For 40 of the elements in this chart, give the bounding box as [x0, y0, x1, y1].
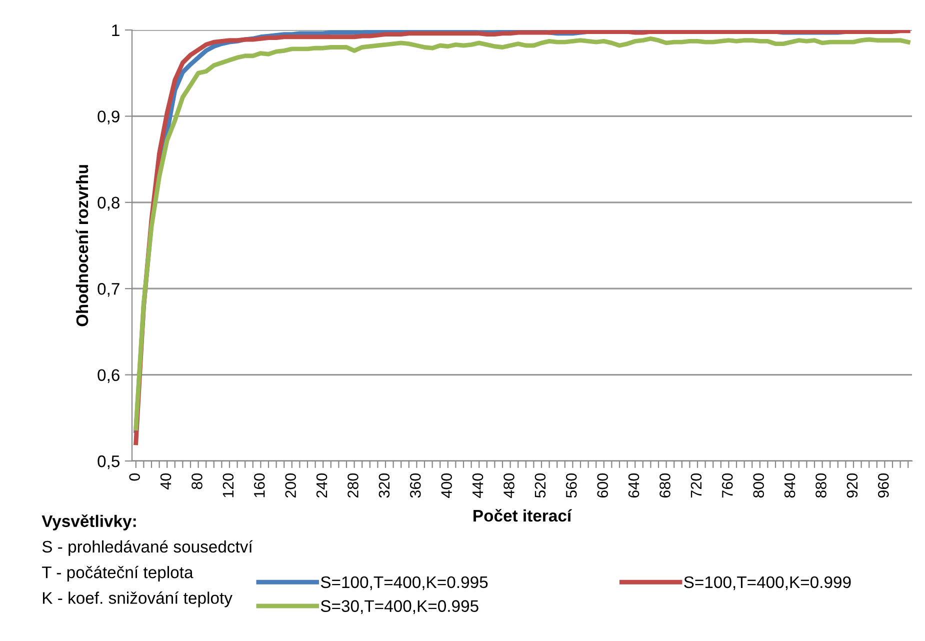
- x-tick-label: 120: [222, 473, 234, 498]
- x-tick-label: 840: [784, 473, 796, 498]
- x-tick-label: 240: [316, 473, 328, 498]
- x-tick-label: 920: [846, 473, 858, 498]
- x-tick-label: 160: [254, 473, 265, 498]
- x-tick-label: 320: [378, 473, 390, 498]
- legend-label: S=30,T=400,K=0.995: [320, 600, 478, 614]
- x-tick-label: 480: [504, 473, 514, 498]
- legend-label: S=100,T=400,K=0.999: [684, 576, 851, 590]
- x-tick-label: 200: [285, 473, 296, 498]
- x-axis-title: Počet iterací: [474, 509, 572, 522]
- x-tick-label: 80: [192, 473, 202, 490]
- y-tick-label: 0,7: [98, 283, 120, 297]
- y-tick-label: 0,5: [98, 455, 120, 470]
- x-tick-label: 680: [660, 473, 670, 498]
- text: Vysvětlivky:: [42, 514, 136, 530]
- x-tick-label: 400: [441, 473, 452, 498]
- x-tick-label: 560: [566, 473, 577, 498]
- x-tick-label: 600: [597, 473, 608, 498]
- y-tick-label: 1: [112, 24, 120, 36]
- y-tick-label: 0,6: [98, 369, 120, 383]
- x-tick-label: 880: [816, 473, 826, 498]
- text: S - prohledávané sousedctví: [42, 540, 253, 556]
- x-tick-label: 800: [753, 473, 764, 498]
- x-tick-label: 280: [348, 473, 358, 498]
- text: K - koef. snižování teploty: [42, 591, 232, 608]
- text: T - počáteční teplota: [42, 566, 194, 582]
- x-tick-label: 440: [472, 473, 484, 498]
- x-tick-label: 360: [410, 473, 421, 498]
- y-axis-title: Ohodnocení rozvrhu: [76, 165, 88, 326]
- x-tick-label: 0: [129, 473, 140, 481]
- x-tick-label: 520: [534, 473, 546, 498]
- x-tick-label: 720: [690, 473, 702, 498]
- y-tick-label: 0,9: [98, 110, 120, 124]
- x-tick-label: 960: [878, 473, 889, 498]
- y-tick-label: 0,8: [98, 196, 120, 211]
- x-tick-label: 640: [628, 473, 640, 498]
- legend-label: S=100,T=400,K=0.995: [320, 576, 488, 590]
- x-tick-label: 760: [722, 473, 733, 498]
- x-tick-label: 40: [160, 473, 172, 490]
